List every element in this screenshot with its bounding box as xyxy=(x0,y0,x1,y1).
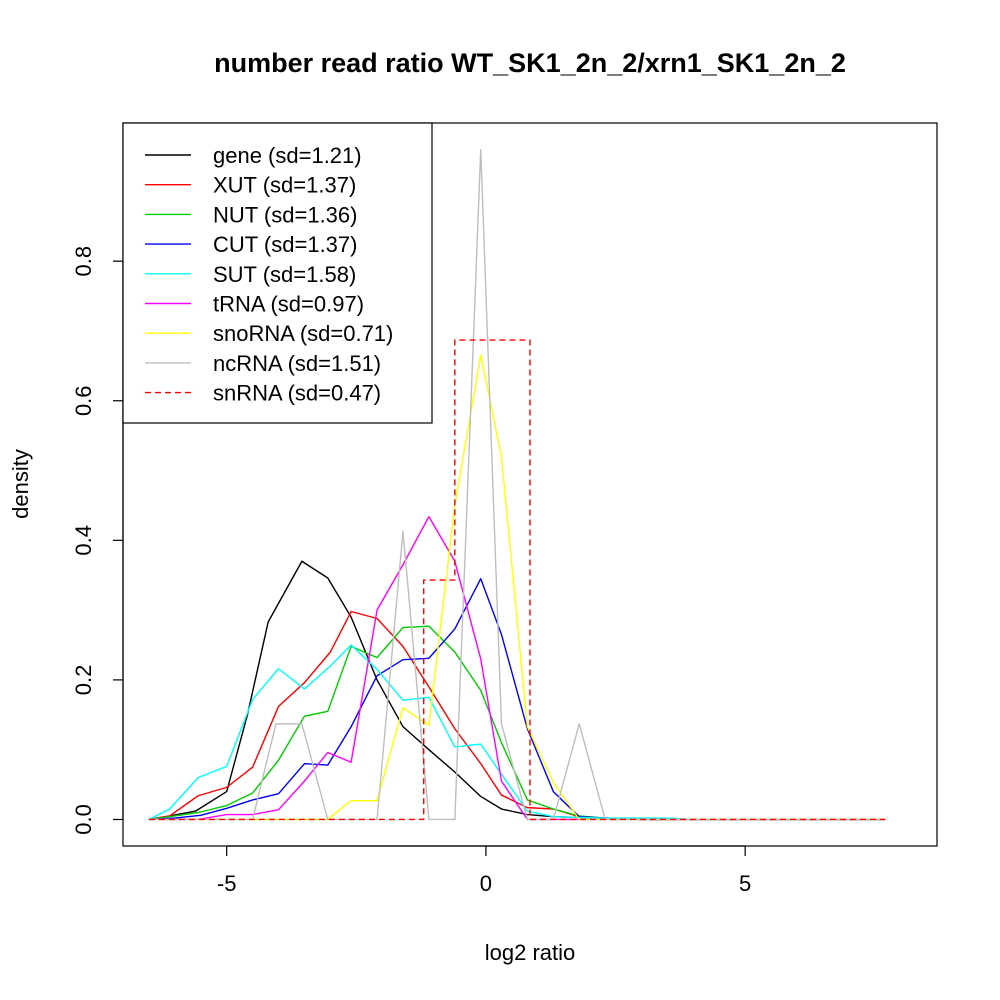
y-tick-label: 0.6 xyxy=(71,385,96,416)
legend-label: CUT (sd=1.37) xyxy=(213,232,357,257)
y-tick-label: 0.2 xyxy=(71,665,96,696)
plot-frame xyxy=(122,122,938,847)
x-tick-label: 5 xyxy=(739,871,751,896)
y-axis-label: density xyxy=(8,449,33,519)
x-axis-label: log2 ratio xyxy=(485,940,576,965)
series-line-sut xyxy=(148,644,886,821)
series-layer xyxy=(148,148,886,821)
legend-label: XUT (sd=1.37) xyxy=(213,173,356,198)
x-tick-label: 0 xyxy=(480,871,492,896)
legend-label: gene (sd=1.21) xyxy=(213,143,362,168)
legend-label: snoRNA (sd=0.71) xyxy=(213,321,393,346)
legend-label: ncRNA (sd=1.51) xyxy=(213,351,381,376)
x-tick-label: -5 xyxy=(217,871,237,896)
series-line-ncrna xyxy=(148,148,886,821)
series-line-snrna xyxy=(148,339,886,821)
legend-label: NUT (sd=1.36) xyxy=(213,202,357,227)
y-tick-label: 0.4 xyxy=(71,525,96,556)
legend-label: tRNA (sd=0.97) xyxy=(213,292,364,317)
legend: gene (sd=1.21) XUT (sd=1.37) NUT (sd=1.36)… xyxy=(122,122,433,424)
legend-box xyxy=(122,122,433,424)
legend-label: SUT (sd=1.58) xyxy=(213,262,356,287)
chart-title: number read ratio WT_SK1_2n_2/xrn1_SK1_2… xyxy=(214,48,846,78)
y-tick-label: 0.8 xyxy=(71,246,96,277)
legend-label: snRNA (sd=0.47) xyxy=(213,381,381,406)
y-tick-label: 0.0 xyxy=(71,804,96,835)
